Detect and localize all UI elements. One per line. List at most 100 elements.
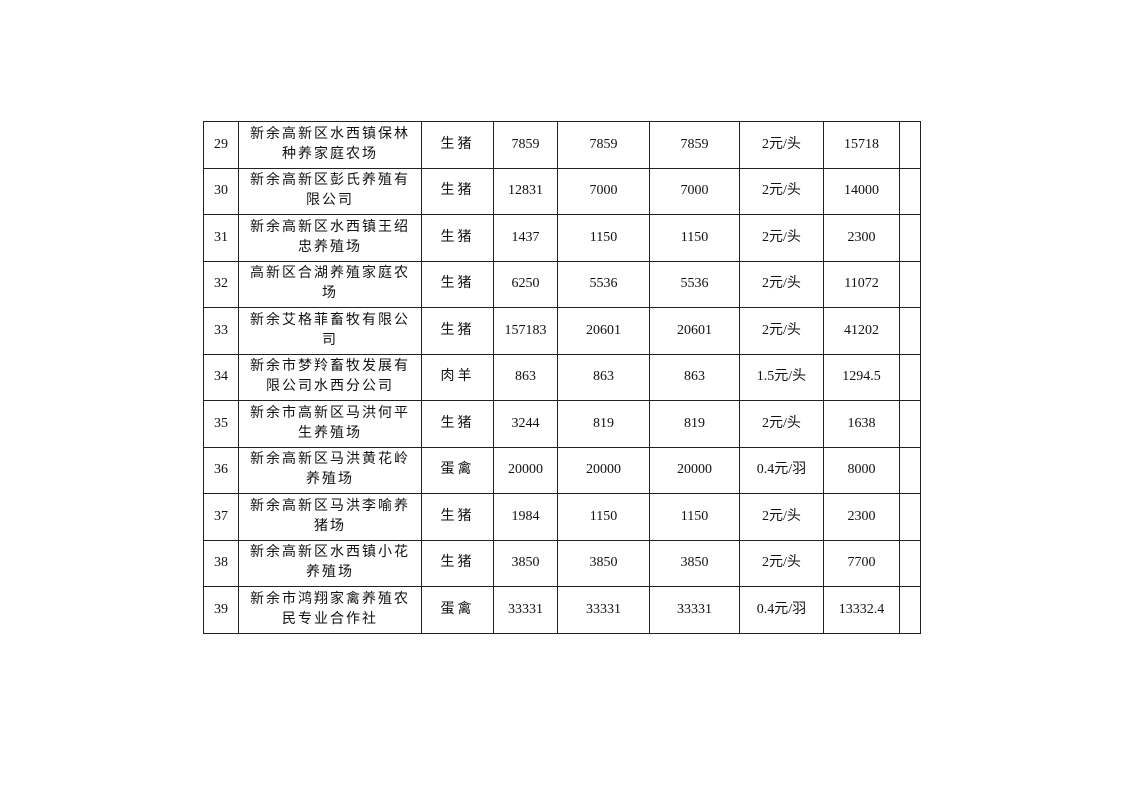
approved-count: 3850 xyxy=(649,539,740,587)
table-row: 37 新余高新区马洪李喻养 猪场 生猪 1984 1150 1150 2元/头 2300 xyxy=(203,493,921,541)
remarks xyxy=(899,307,921,355)
row-number: 36 xyxy=(203,446,239,494)
stock-count: 3244 xyxy=(493,400,558,448)
stock-count: 1437 xyxy=(493,214,558,262)
subsidy-amount: 41202 xyxy=(823,307,900,355)
stock-count: 33331 xyxy=(493,586,558,634)
subsidy-amount: 13332.4 xyxy=(823,586,900,634)
row-number: 29 xyxy=(203,121,239,169)
subsidy-rate: 2元/头 xyxy=(739,400,824,448)
row-number: 37 xyxy=(203,493,239,541)
livestock-type: 生猪 xyxy=(421,214,494,262)
farm-name: 新余高新区马洪李喻养 猪场 xyxy=(238,493,422,541)
farm-name-line: 新余市鸿翔家禽养殖农 xyxy=(250,591,410,607)
eligible-count: 1150 xyxy=(557,493,650,541)
stock-count: 157183 xyxy=(493,307,558,355)
row-number: 30 xyxy=(203,167,239,215)
livestock-type: 生猪 xyxy=(421,121,494,169)
table-row: 33 新余艾格菲畜牧有限公司生猪 157183 20601 20601 2元/头 41202 xyxy=(203,307,921,355)
table-row: 34 新余市梦羚畜牧发展有 限公司水西分公司 肉羊 863 863 863 1.5元/头 129… xyxy=(203,353,921,401)
table-row: 35 新余市高新区马洪何平 生养殖场 生猪 3244 819 819 2元/头 1638 xyxy=(203,400,921,448)
subsidy-amount: 15718 xyxy=(823,121,900,169)
remarks xyxy=(899,121,921,169)
subsidy-rate: 0.4元/羽 xyxy=(739,446,824,494)
stock-count: 3850 xyxy=(493,539,558,587)
table-row: 38 新余高新区水西镇小花 养殖场 生猪 3850 3850 3850 2元/头 7700 xyxy=(203,539,921,587)
eligible-count: 20601 xyxy=(557,307,650,355)
table-row: 30 新余高新区彭氏养殖有 限公司 生猪 12831 7000 7000 2元/头 14000 xyxy=(203,167,921,215)
farm-name: 新余高新区水西镇小花 养殖场 xyxy=(238,539,422,587)
farm-name-line: 新余高新区水西镇小花 xyxy=(250,545,410,561)
farm-name-line: 民专业合作社 xyxy=(282,611,378,627)
row-number: 34 xyxy=(203,353,239,401)
farm-name-line: 新余高新区彭氏养殖有 xyxy=(250,173,410,189)
subsidy-amount: 7700 xyxy=(823,539,900,587)
subsidy-rate: 2元/头 xyxy=(739,307,824,355)
approved-count: 1150 xyxy=(649,214,740,262)
farm-name-line: 新余高新区水西镇王绍 xyxy=(250,219,410,235)
remarks xyxy=(899,493,921,541)
row-number: 31 xyxy=(203,214,239,262)
approved-count: 1150 xyxy=(649,493,740,541)
table-row: 31 新余高新区水西镇王绍 忠养殖场 生猪 1437 1150 1150 2元/头 2300 xyxy=(203,214,921,262)
farm-name-line: 限公司 xyxy=(306,193,354,209)
farm-subsidy-table: 29 新余高新区水西镇保林 种养家庭农场 生猪 7859 7859 7859 2元/头 1571… xyxy=(203,121,921,634)
stock-count: 12831 xyxy=(493,167,558,215)
livestock-type: 生猪 xyxy=(421,167,494,215)
subsidy-rate: 2元/头 xyxy=(739,121,824,169)
table-row: 32 高新区合湖养殖家庭农场生猪 6250 5536 5536 2元/头 11072 xyxy=(203,260,921,308)
farm-name: 新余市梦羚畜牧发展有 限公司水西分公司 xyxy=(238,353,422,401)
subsidy-amount: 14000 xyxy=(823,167,900,215)
subsidy-rate: 2元/头 xyxy=(739,493,824,541)
farm-name: 新余艾格菲畜牧有限公司 xyxy=(238,307,422,355)
approved-count: 7000 xyxy=(649,167,740,215)
remarks xyxy=(899,214,921,262)
remarks xyxy=(899,539,921,587)
table-row: 36 新余高新区马洪黄花岭 养殖场 蛋禽 20000 20000 20000 0.4元/羽 80… xyxy=(203,446,921,494)
subsidy-amount: 8000 xyxy=(823,446,900,494)
farm-name-line: 种养家庭农场 xyxy=(282,146,378,162)
farm-name-line: 养殖场 xyxy=(306,472,354,488)
remarks xyxy=(899,400,921,448)
row-number: 35 xyxy=(203,400,239,448)
approved-count: 20000 xyxy=(649,446,740,494)
stock-count: 7859 xyxy=(493,121,558,169)
subsidy-amount: 2300 xyxy=(823,493,900,541)
farm-name-line: 养殖场 xyxy=(306,565,354,581)
subsidy-amount: 1294.5 xyxy=(823,353,900,401)
farm-name-line: 生养殖场 xyxy=(298,425,362,441)
livestock-type: 生猪 xyxy=(421,539,494,587)
subsidy-rate: 0.4元/羽 xyxy=(739,586,824,634)
farm-name-line: 新余市高新区马洪何平 xyxy=(250,405,410,421)
farm-name-line: 高新区合湖养殖家庭农 xyxy=(250,266,410,282)
remarks xyxy=(899,446,921,494)
eligible-count: 819 xyxy=(557,400,650,448)
eligible-count: 20000 xyxy=(557,446,650,494)
approved-count: 5536 xyxy=(649,260,740,308)
remarks xyxy=(899,167,921,215)
stock-count: 863 xyxy=(493,353,558,401)
approved-count: 863 xyxy=(649,353,740,401)
livestock-type: 肉羊 xyxy=(421,353,494,401)
farm-name: 新余高新区彭氏养殖有 限公司 xyxy=(238,167,422,215)
farm-name-line: 新余高新区水西镇保林 xyxy=(250,126,410,142)
row-number: 38 xyxy=(203,539,239,587)
farm-name-line: 司 xyxy=(322,332,338,348)
farm-name: 新余高新区马洪黄花岭 养殖场 xyxy=(238,446,422,494)
approved-count: 20601 xyxy=(649,307,740,355)
stock-count: 1984 xyxy=(493,493,558,541)
livestock-type: 生猪 xyxy=(421,400,494,448)
remarks xyxy=(899,586,921,634)
stock-count: 6250 xyxy=(493,260,558,308)
eligible-count: 5536 xyxy=(557,260,650,308)
row-number: 32 xyxy=(203,260,239,308)
farm-name: 新余高新区水西镇王绍 忠养殖场 xyxy=(238,214,422,262)
row-number: 39 xyxy=(203,586,239,634)
livestock-type: 蛋禽 xyxy=(421,446,494,494)
farm-name-line: 新余高新区马洪黄花岭 xyxy=(250,452,410,468)
subsidy-rate: 1.5元/头 xyxy=(739,353,824,401)
table-row: 29 新余高新区水西镇保林 种养家庭农场 生猪 7859 7859 7859 2元/头 1571… xyxy=(203,121,921,169)
subsidy-rate: 2元/头 xyxy=(739,214,824,262)
livestock-type: 生猪 xyxy=(421,260,494,308)
livestock-type: 生猪 xyxy=(421,307,494,355)
